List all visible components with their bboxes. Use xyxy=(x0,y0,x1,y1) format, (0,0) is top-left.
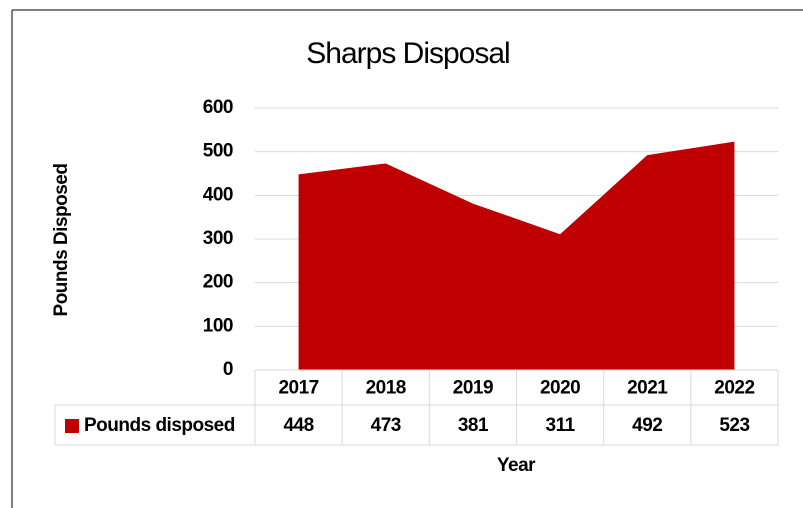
table-value: 473 xyxy=(371,415,401,436)
area xyxy=(298,141,735,370)
legend-label: Pounds disposed xyxy=(84,415,235,436)
y-tick-label: 300 xyxy=(203,228,233,249)
y-tick-label: 600 xyxy=(203,97,233,118)
x-tick-label: 2017 xyxy=(278,378,318,399)
y-tick-label: 400 xyxy=(203,184,233,205)
x-tick-label: 2019 xyxy=(453,378,493,399)
legend-swatch xyxy=(65,419,79,433)
y-tick-label: 0 xyxy=(223,359,233,380)
chart-title: Sharps Disposal xyxy=(306,37,509,70)
y-tick-label: 200 xyxy=(203,272,233,293)
y-tick-label: 100 xyxy=(203,315,233,336)
table-value: 381 xyxy=(458,415,489,436)
x-tick-label: 2020 xyxy=(540,378,580,399)
x-tick-label: 2018 xyxy=(366,378,406,399)
y-tick-label: 500 xyxy=(203,141,233,162)
x-axis-title: Year xyxy=(497,455,536,476)
table-value: 523 xyxy=(719,415,749,436)
x-tick-label: 2021 xyxy=(627,378,668,399)
x-tick-label: 2022 xyxy=(714,378,754,399)
table-value: 311 xyxy=(546,415,576,436)
table-value: 448 xyxy=(283,415,313,436)
y-axis-title: Pounds Disposed xyxy=(51,164,72,317)
table-value: 492 xyxy=(632,415,662,436)
